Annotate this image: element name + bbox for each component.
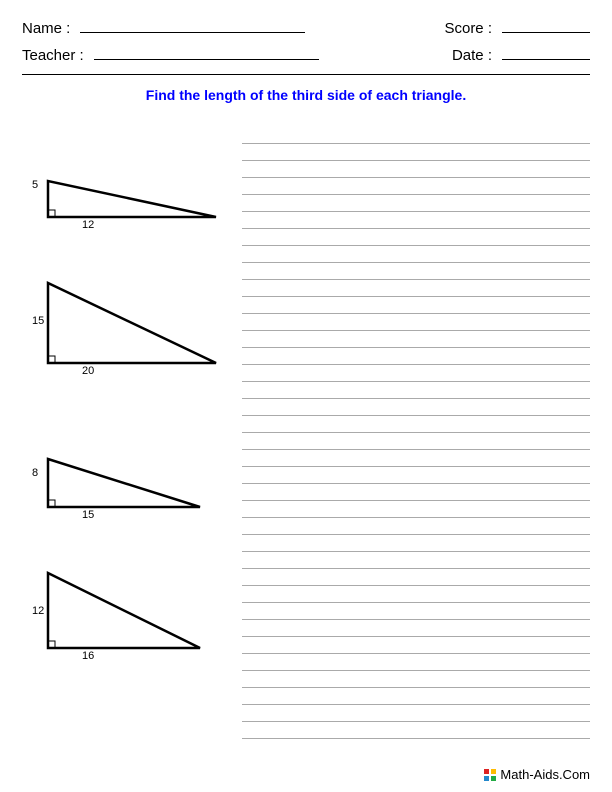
date-field: Date : [452, 45, 590, 64]
answer-line[interactable] [242, 484, 590, 501]
vertical-side-label: 5 [32, 179, 38, 191]
answer-line[interactable] [242, 280, 590, 297]
answer-line[interactable] [242, 212, 590, 229]
answer-line[interactable] [242, 246, 590, 263]
answer-line[interactable] [242, 297, 590, 314]
answer-line[interactable] [242, 518, 590, 535]
score-label: Score : [444, 20, 492, 37]
header-row-2: Teacher : Date : [22, 45, 590, 64]
answer-line[interactable] [242, 535, 590, 552]
triangles-column: 512 1520 815 1216 [22, 123, 222, 739]
answer-line[interactable] [242, 586, 590, 603]
answer-line[interactable] [242, 637, 590, 654]
date-input-line[interactable] [502, 45, 590, 60]
horizontal-side-label: 12 [82, 219, 94, 231]
answer-line[interactable] [242, 127, 590, 144]
horizontal-side-label: 15 [82, 509, 94, 521]
triangle-problem: 12 16 [22, 557, 222, 668]
date-label: Date : [452, 47, 492, 64]
teacher-input-line[interactable] [94, 45, 319, 60]
triangle-svg [22, 557, 222, 652]
footer-text: Math-Aids.Com [500, 767, 590, 782]
horizontal-side-label: 16 [82, 650, 94, 662]
answer-line[interactable] [242, 688, 590, 705]
triangle-problem: 1520 [22, 267, 222, 383]
score-field: Score : [444, 18, 590, 37]
answer-line[interactable] [242, 314, 590, 331]
teacher-field: Teacher : [22, 45, 319, 64]
score-input-line[interactable] [502, 18, 590, 33]
answer-line[interactable] [242, 722, 590, 739]
answer-line[interactable] [242, 433, 590, 450]
answer-line[interactable] [242, 654, 590, 671]
triangle-svg [22, 267, 222, 367]
answer-line[interactable] [242, 671, 590, 688]
answer-line[interactable] [242, 195, 590, 212]
teacher-label: Teacher : [22, 47, 84, 64]
answer-line[interactable] [242, 552, 590, 569]
answer-line[interactable] [242, 569, 590, 586]
answer-line[interactable] [242, 705, 590, 722]
name-label: Name : [22, 20, 70, 37]
logo-icon [484, 769, 496, 781]
answer-line[interactable] [242, 161, 590, 178]
name-field: Name : [22, 18, 305, 37]
answer-line[interactable] [242, 263, 590, 280]
triangle-svg [22, 441, 222, 511]
header-row-1: Name : Score : [22, 18, 590, 37]
horizontal-side-label: 20 [82, 365, 94, 377]
answer-line[interactable] [242, 416, 590, 433]
vertical-side-label: 12 [32, 605, 44, 617]
answer-line[interactable] [242, 501, 590, 518]
content-area: 512 1520 815 1216 [22, 123, 590, 739]
worksheet-title: Find the length of the third side of eac… [22, 87, 590, 103]
answer-line[interactable] [242, 450, 590, 467]
answer-line[interactable] [242, 603, 590, 620]
answer-line[interactable] [242, 399, 590, 416]
answer-line[interactable] [242, 144, 590, 161]
triangle-problem: 8 15 [22, 441, 222, 527]
answer-lines-column [242, 123, 590, 739]
answer-line[interactable] [242, 620, 590, 637]
triangle-problem: 5 12 [22, 161, 222, 237]
answer-line[interactable] [242, 229, 590, 246]
answer-line[interactable] [242, 348, 590, 365]
triangle-svg [22, 161, 222, 221]
header-divider [22, 74, 590, 75]
answer-line[interactable] [242, 365, 590, 382]
answer-line[interactable] [242, 331, 590, 348]
answer-line[interactable] [242, 178, 590, 195]
answer-line[interactable] [242, 467, 590, 484]
vertical-side-label: 8 [32, 467, 38, 479]
vertical-side-label: 15 [32, 315, 44, 327]
name-input-line[interactable] [80, 18, 305, 33]
footer: Math-Aids.Com [484, 767, 590, 782]
answer-line[interactable] [242, 382, 590, 399]
title-text: Find the length of the third side of eac… [146, 87, 466, 103]
